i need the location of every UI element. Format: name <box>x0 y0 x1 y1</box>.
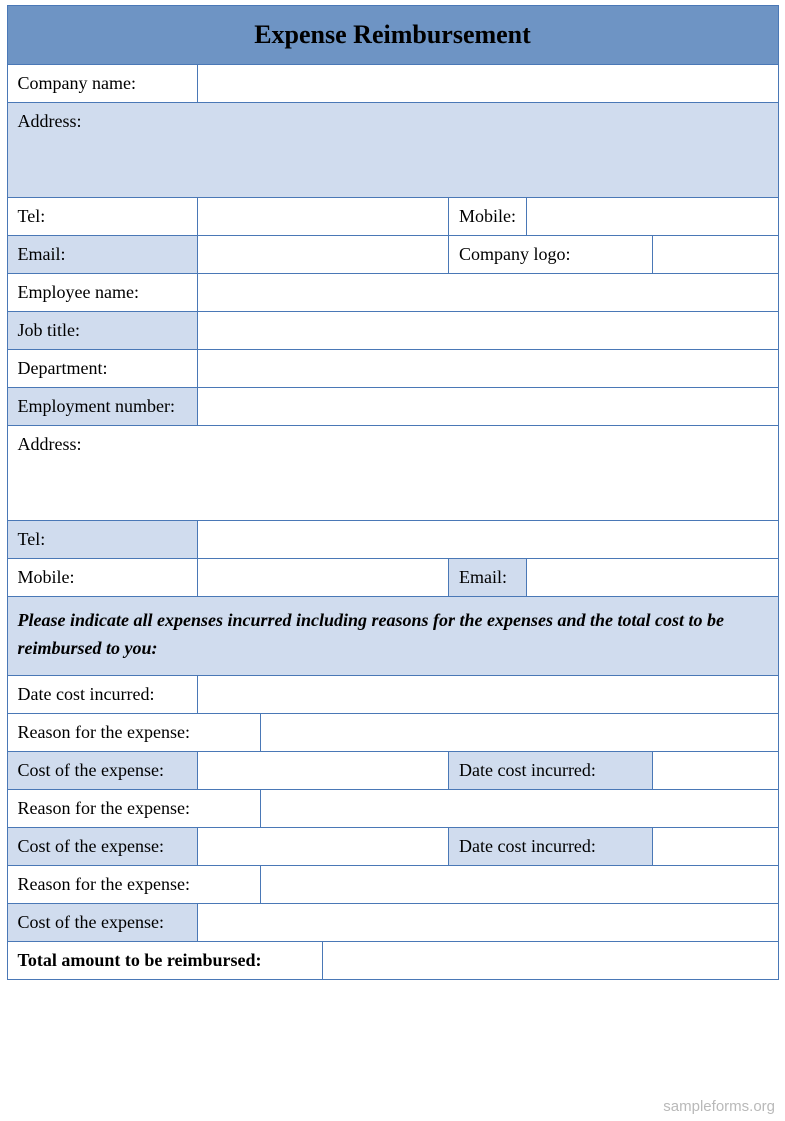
employee-mobile-field[interactable] <box>197 559 448 597</box>
employment-number-field[interactable] <box>197 388 778 426</box>
date-incurred-label-3: Date cost incurred: <box>448 827 652 865</box>
employment-number-label: Employment number: <box>7 388 197 426</box>
expense-reimbursement-form: Expense Reimbursement Company name: Addr… <box>7 5 779 980</box>
company-tel-label: Tel: <box>7 198 197 236</box>
cost-label-2: Cost of the expense: <box>7 827 197 865</box>
reason-field-3[interactable] <box>260 865 778 903</box>
reason-field-2[interactable] <box>260 789 778 827</box>
reason-field-1[interactable] <box>260 713 778 751</box>
company-address-field[interactable]: Address: <box>7 103 778 198</box>
cost-field-2[interactable] <box>197 827 448 865</box>
job-title-field[interactable] <box>197 312 778 350</box>
employee-email-field[interactable] <box>526 559 778 597</box>
job-title-label: Job title: <box>7 312 197 350</box>
company-tel-field[interactable] <box>197 198 448 236</box>
date-incurred-field-1[interactable] <box>197 675 778 713</box>
company-mobile-field[interactable] <box>526 198 778 236</box>
company-logo-label: Company logo: <box>448 236 652 274</box>
reason-label-1: Reason for the expense: <box>7 713 260 751</box>
company-name-label: Company name: <box>7 65 197 103</box>
total-field[interactable] <box>323 941 778 979</box>
instruction-text: Please indicate all expenses incurred in… <box>7 597 778 676</box>
date-incurred-field-3[interactable] <box>652 827 778 865</box>
employee-tel-field[interactable] <box>197 521 778 559</box>
cost-label-1: Cost of the expense: <box>7 751 197 789</box>
employee-email-label: Email: <box>448 559 526 597</box>
department-field[interactable] <box>197 350 778 388</box>
employee-name-label: Employee name: <box>7 274 197 312</box>
employee-name-field[interactable] <box>197 274 778 312</box>
watermark: sampleforms.org <box>663 1098 775 1115</box>
cost-field-1[interactable] <box>197 751 448 789</box>
company-mobile-label: Mobile: <box>448 198 526 236</box>
date-incurred-field-2[interactable] <box>652 751 778 789</box>
date-incurred-label-1: Date cost incurred: <box>7 675 197 713</box>
reason-label-3: Reason for the expense: <box>7 865 260 903</box>
date-incurred-label-2: Date cost incurred: <box>448 751 652 789</box>
company-logo-field[interactable] <box>652 236 778 274</box>
cost-label-3: Cost of the expense: <box>7 903 197 941</box>
employee-address-field[interactable]: Address: <box>7 426 778 521</box>
total-label: Total amount to be reimbursed: <box>7 941 323 979</box>
company-name-field[interactable] <box>197 65 778 103</box>
company-email-field[interactable] <box>197 236 448 274</box>
employee-tel-label: Tel: <box>7 521 197 559</box>
company-email-label: Email: <box>7 236 197 274</box>
employee-mobile-label: Mobile: <box>7 559 197 597</box>
cost-field-3[interactable] <box>197 903 778 941</box>
form-title: Expense Reimbursement <box>7 6 778 65</box>
reason-label-2: Reason for the expense: <box>7 789 260 827</box>
department-label: Department: <box>7 350 197 388</box>
